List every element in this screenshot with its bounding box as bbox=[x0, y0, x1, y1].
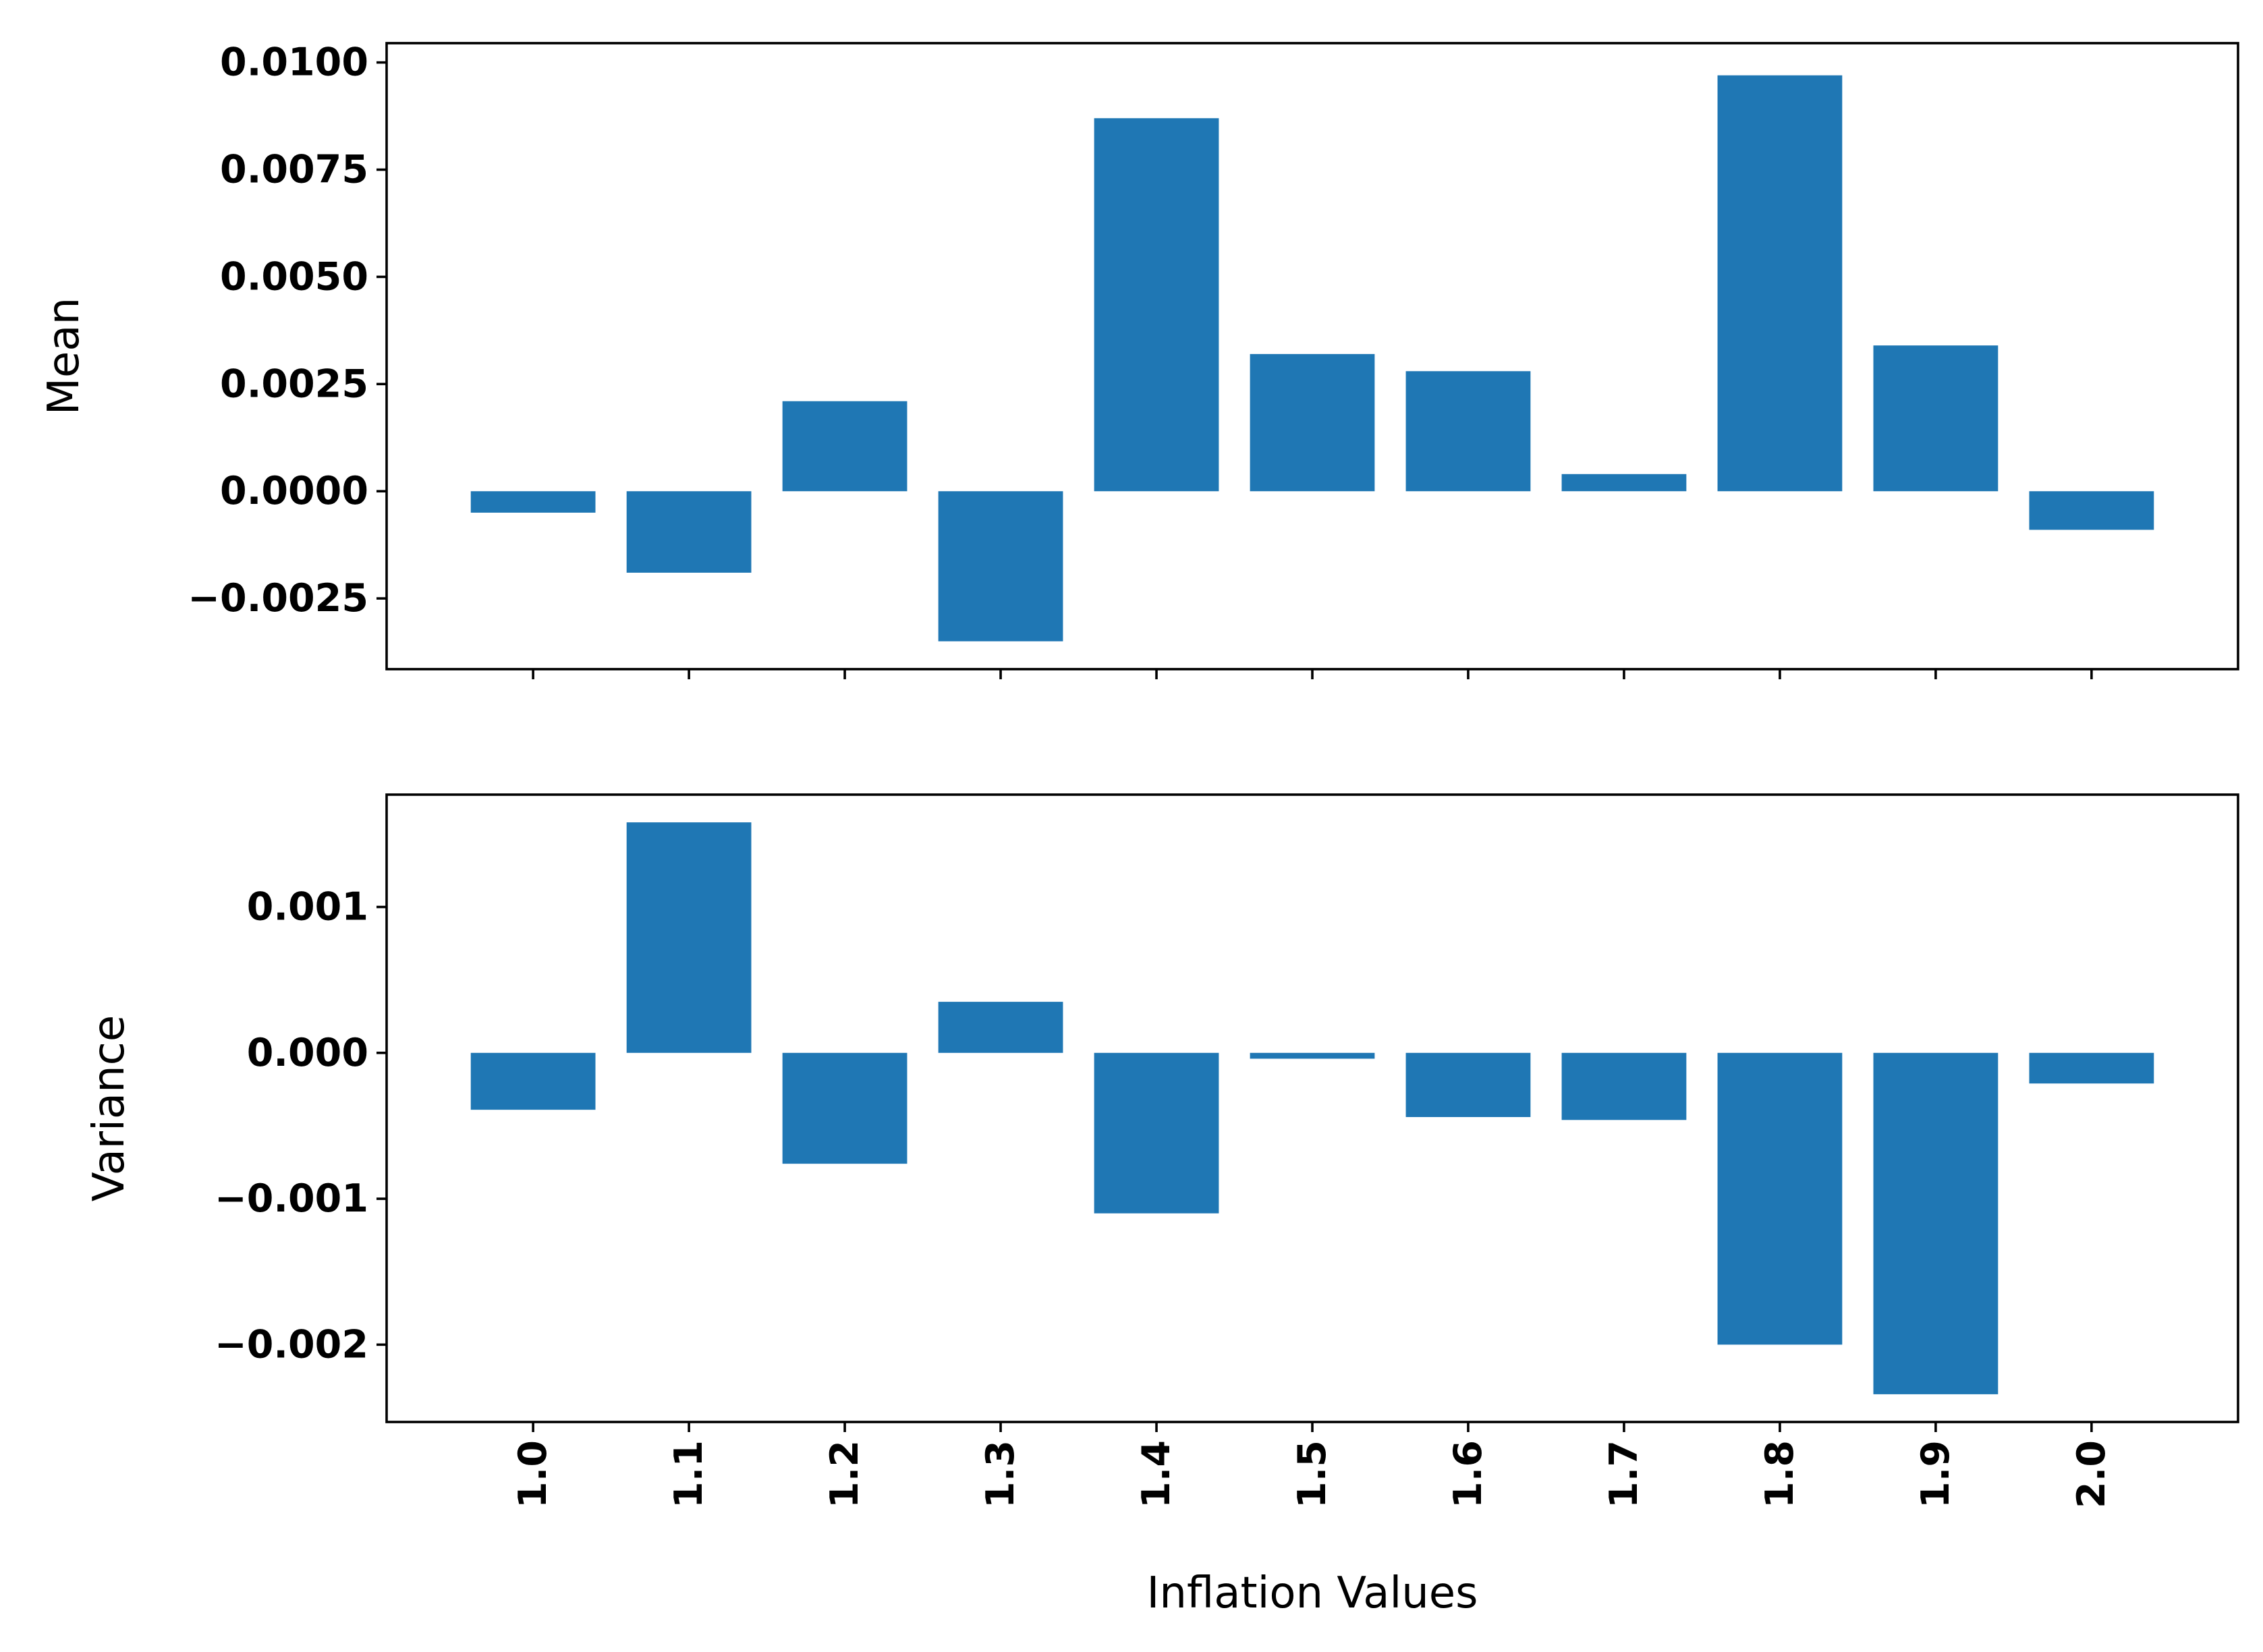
variance-xtick-label: 1.3 bbox=[978, 1440, 1023, 1508]
mean-bar-1.7 bbox=[1561, 474, 1687, 492]
mean-ytick-label: 0.0100 bbox=[220, 40, 368, 85]
variance-bar-1.1 bbox=[626, 822, 752, 1053]
variance-xtick-label: 1.4 bbox=[1134, 1440, 1179, 1508]
variance-bar-1.8 bbox=[1717, 1052, 1843, 1345]
variance-xtick-label: 1.8 bbox=[1758, 1440, 1802, 1508]
variance-x-axis-label: Inflation Values bbox=[1147, 1568, 1478, 1618]
variance-xtick-label: 1.9 bbox=[1913, 1440, 1958, 1508]
mean-bar-1.4 bbox=[1094, 118, 1219, 492]
variance-xtick-label: 2.0 bbox=[2069, 1440, 2114, 1508]
mean-bar-1.6 bbox=[1405, 371, 1531, 492]
variance-xtick-label: 1.1 bbox=[667, 1440, 711, 1508]
variance-bar-1.0 bbox=[470, 1052, 596, 1110]
mean-ytick-label: 0.0075 bbox=[220, 148, 368, 192]
variance-ytick-label: −0.001 bbox=[215, 1176, 368, 1221]
mean-ytick-label: 0.0050 bbox=[220, 254, 368, 299]
variance-ytick-label: −0.002 bbox=[215, 1322, 368, 1367]
variance-bar-1.5 bbox=[1250, 1052, 1375, 1059]
variance-xtick-label: 1.2 bbox=[822, 1440, 867, 1508]
variance-bar-1.9 bbox=[1873, 1052, 1999, 1394]
variance-xtick-label: 1.5 bbox=[1290, 1440, 1335, 1508]
variance-panel: −0.002 −0.001 0.000 0.001 1.0 1.1 1.2 1.3 1.4 1.5… bbox=[84, 793, 2239, 1618]
mean-bar-1.8 bbox=[1717, 75, 1843, 492]
mean-bar-1.9 bbox=[1873, 345, 1999, 492]
mean-bar-1.0 bbox=[470, 491, 596, 513]
mean-ytick-label: 0.0025 bbox=[220, 362, 368, 406]
mean-bar-1.5 bbox=[1250, 353, 1375, 492]
mean-y-axis-label: Mean bbox=[39, 297, 89, 415]
variance-bar-1.3 bbox=[938, 1002, 1063, 1053]
variance-xtick-label: 1.0 bbox=[511, 1440, 555, 1508]
mean-ytick-label: 0.0000 bbox=[220, 469, 368, 513]
variance-xtick-label: 1.6 bbox=[1446, 1440, 1490, 1508]
variance-ytick-label: 0.001 bbox=[247, 885, 368, 930]
variance-y-axis-label: Variance bbox=[84, 1015, 134, 1201]
variance-bar-1.2 bbox=[782, 1052, 907, 1164]
mean-bar-1.1 bbox=[626, 491, 752, 573]
variance-bar-2.0 bbox=[2029, 1052, 2154, 1084]
variance-ytick-label: 0.000 bbox=[247, 1031, 368, 1075]
mean-bar-1.3 bbox=[938, 491, 1063, 642]
variance-xtick-label: 1.7 bbox=[1602, 1440, 1646, 1508]
variance-bar-1.4 bbox=[1094, 1052, 1219, 1214]
mean-bar-2.0 bbox=[2029, 491, 2154, 530]
variance-bar-1.6 bbox=[1405, 1052, 1531, 1117]
mean-ytick-label: −0.0025 bbox=[188, 576, 368, 621]
mean-panel: −0.0025 0.0000 0.0025 0.0050 0.0075 0.0100 Mea… bbox=[39, 40, 2239, 679]
mean-bar-1.2 bbox=[782, 401, 907, 492]
variance-bar-1.7 bbox=[1561, 1052, 1687, 1120]
